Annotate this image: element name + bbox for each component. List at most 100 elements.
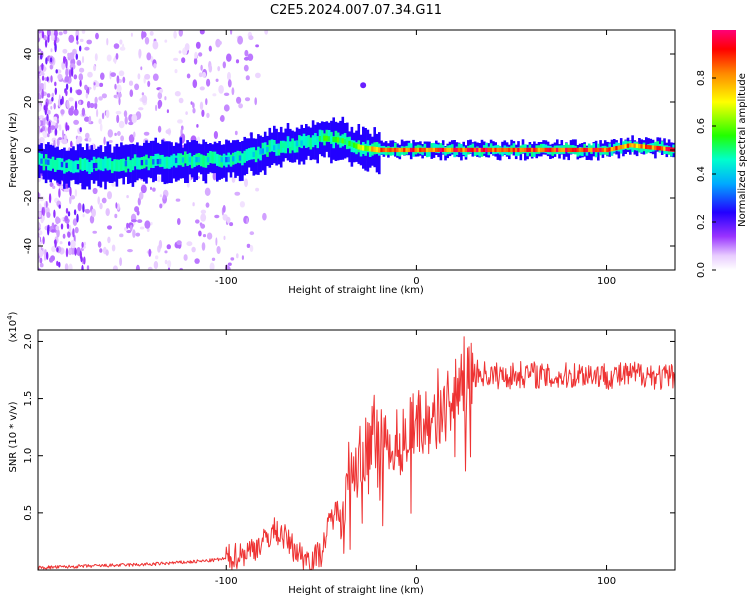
noise-cell <box>107 191 112 200</box>
noise-cell <box>213 131 218 139</box>
ridge-core <box>565 147 568 153</box>
ridge-band <box>54 159 57 172</box>
noise-cell <box>65 58 68 69</box>
noise-cell <box>42 130 46 137</box>
noise-cell <box>107 236 111 244</box>
noise-cell <box>50 121 56 127</box>
noise-cell <box>61 139 68 145</box>
noise-cell <box>215 237 218 246</box>
noise-cell <box>74 247 77 256</box>
ridge-core <box>599 147 602 153</box>
ridge-band <box>99 158 103 171</box>
noise-cell <box>45 57 48 65</box>
noise-cell <box>146 52 152 61</box>
noise-cell <box>49 125 56 130</box>
noise-cell <box>41 31 45 39</box>
noise-cell <box>75 53 79 60</box>
ridge-band <box>464 148 468 158</box>
noise-cell <box>39 104 42 112</box>
x-tick-label: 0 <box>413 576 419 587</box>
noise-cell <box>236 96 242 104</box>
ridge-band <box>108 157 112 170</box>
noise-cell <box>112 265 118 270</box>
noise-cell <box>62 233 66 239</box>
noise-cell <box>79 38 84 43</box>
noise-cell <box>98 96 103 101</box>
noise-cell <box>117 92 122 98</box>
ridge-band <box>489 143 493 152</box>
noise-cell <box>68 107 74 116</box>
ridge-core <box>478 147 481 153</box>
noise-cell <box>97 241 102 248</box>
noise-cell <box>52 185 56 189</box>
ridge-core <box>332 136 335 143</box>
ridge-core <box>124 161 128 167</box>
noise-cell <box>167 267 171 270</box>
ridge-core <box>65 162 68 168</box>
ridge-band <box>131 158 135 171</box>
noise-cell <box>76 40 79 45</box>
noise-cell <box>65 83 69 90</box>
ridge-band <box>58 157 62 170</box>
noise-cell <box>173 30 177 39</box>
noise-cell <box>62 129 64 138</box>
noise-cell <box>133 131 136 138</box>
ridge-core <box>375 147 379 153</box>
noise-cell <box>83 256 86 265</box>
snr-y-multiplier: (x104) <box>6 311 19 342</box>
ridge-band <box>111 161 114 174</box>
ridge-core <box>464 147 468 153</box>
noise-cell <box>229 222 234 227</box>
noise-cell <box>144 220 151 229</box>
noise-cell <box>39 263 44 268</box>
ridge-band <box>211 151 214 164</box>
noise-cell <box>47 225 50 236</box>
noise-cell <box>59 241 63 245</box>
noise-cell <box>105 249 109 256</box>
noise-cell <box>150 221 153 226</box>
ridge-core <box>494 147 497 153</box>
noise-cell <box>115 110 122 115</box>
ridge-band <box>186 154 189 166</box>
noise-cell <box>101 112 105 120</box>
ridge-band <box>72 161 75 174</box>
ridge-core <box>432 147 436 153</box>
noise-cell <box>70 195 76 200</box>
noise-cell <box>68 241 71 246</box>
noise-cell <box>46 251 49 260</box>
noise-cell <box>54 42 57 53</box>
noise-cell <box>164 39 168 43</box>
noise-cell <box>86 101 91 109</box>
noise-cell <box>105 109 110 119</box>
ridge-band <box>325 129 329 142</box>
ridge-core <box>569 147 573 153</box>
ridge-core <box>387 147 390 153</box>
noise-cell <box>99 82 104 87</box>
noise-cell <box>152 40 159 50</box>
ridge-band <box>293 140 297 153</box>
noise-cell <box>38 177 41 183</box>
ridge-core <box>206 157 210 163</box>
noise-cell <box>238 103 244 109</box>
noise-cell <box>132 229 136 238</box>
noise-cell <box>39 249 44 258</box>
noise-cell <box>55 216 60 225</box>
noise-cell <box>73 119 79 125</box>
ridge-core <box>645 144 648 149</box>
ridge-core <box>327 136 331 142</box>
ridge-core <box>592 147 595 153</box>
noise-cell <box>200 213 207 222</box>
noise-cell <box>43 118 46 126</box>
colorbar-tick-label: 0.6 <box>696 118 707 134</box>
ridge-core <box>590 147 593 153</box>
noise-cell <box>201 109 205 118</box>
noise-cell <box>174 91 181 97</box>
noise-cell <box>67 211 71 217</box>
noise-cell <box>148 248 152 257</box>
noise-cell <box>61 217 64 221</box>
colorbar-tick-label: 0.4 <box>696 166 707 182</box>
ridge-band <box>88 162 91 174</box>
noise-cell <box>38 230 43 236</box>
noise-cell <box>185 111 188 115</box>
noise-cell <box>205 202 210 208</box>
